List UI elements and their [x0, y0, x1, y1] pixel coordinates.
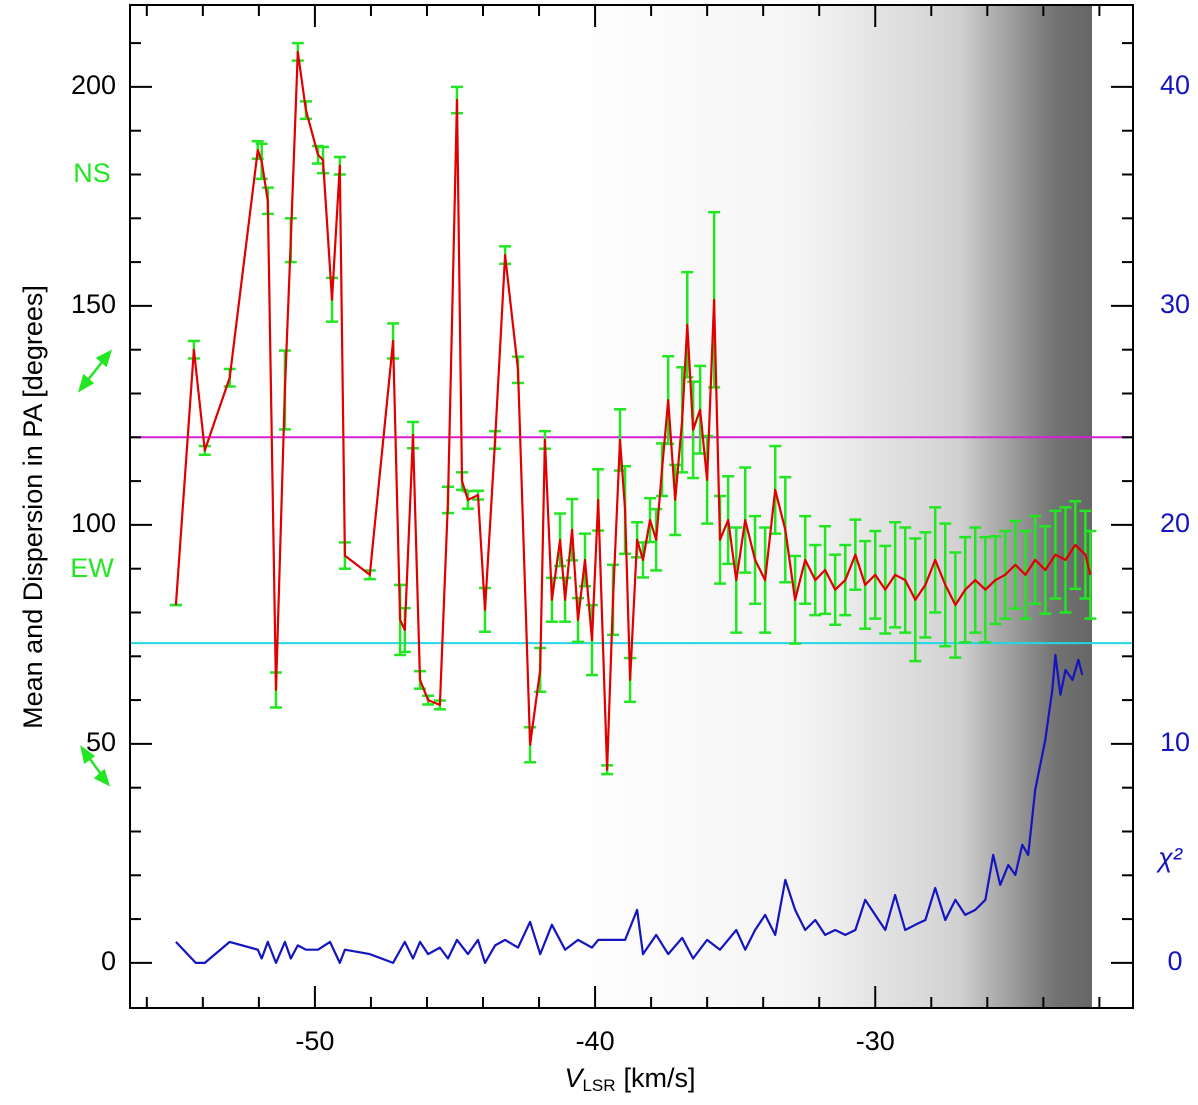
- y2-tick-label: 20: [1160, 508, 1190, 538]
- x-label-unit: [km/s]: [624, 1063, 696, 1093]
- orientation-arrows: [77, 349, 113, 787]
- y-tick-label: 150: [71, 289, 116, 319]
- series-line: [175, 653, 1084, 964]
- x-tick-label: -50: [295, 1026, 334, 1056]
- y2-tick-label: 10: [1160, 727, 1190, 757]
- x-tick-label: -40: [576, 1026, 615, 1056]
- y2-tick-label: 0: [1167, 946, 1182, 976]
- y-tick-label: 100: [71, 508, 116, 538]
- annotation: EW: [70, 553, 114, 583]
- x-tick-label: -30: [856, 1026, 895, 1056]
- x-label-main: V: [564, 1063, 585, 1093]
- y-tick-label: 0: [101, 946, 116, 976]
- error-bar: [1084, 529, 1097, 620]
- plot-frame: [129, 4, 1134, 1009]
- y2-tick-label: 40: [1160, 70, 1190, 100]
- y-axis-label: Mean and Dispersion in PA [degrees]: [18, 285, 48, 729]
- y2-axis-label: χ²: [1156, 843, 1183, 873]
- x-label-sub: LSR: [582, 1076, 615, 1095]
- annotation: NS: [73, 158, 111, 188]
- background-dots: [560, 5, 1092, 1008]
- x-axis-label: VLSR [km/s]: [564, 1063, 695, 1095]
- series-line: [174, 50, 1092, 771]
- y-tick-label: 50: [86, 727, 116, 757]
- y-tick-label: 200: [71, 70, 116, 100]
- y2-tick-label: 30: [1160, 289, 1190, 319]
